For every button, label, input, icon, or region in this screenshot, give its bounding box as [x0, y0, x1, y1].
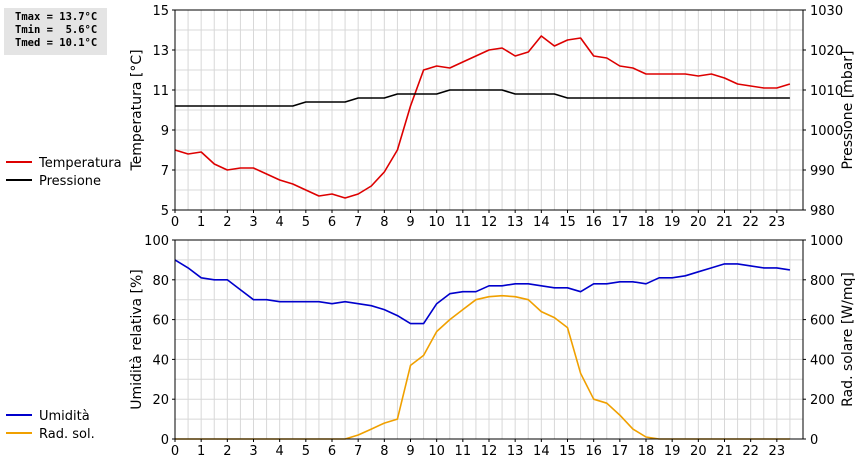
series-line-umidit: [174, 259, 791, 325]
x-tick-label: 23: [769, 444, 786, 459]
y-left-tick-label: 60: [152, 314, 169, 329]
y-right-tick-label: 600: [810, 314, 835, 329]
legend-label: Pressione: [39, 174, 101, 189]
x-tick-label: 2: [223, 444, 231, 459]
x-tick-label: 22: [742, 215, 759, 230]
x-tick-label: 9: [406, 215, 414, 230]
y-right-axis-title: Pressione [mbar]: [840, 50, 856, 169]
x-tick-label: 11: [455, 215, 472, 230]
y-right-tick-label: 1020: [810, 44, 843, 59]
x-tick-label: 7: [354, 444, 362, 459]
legend: Umidità Rad. sol.: [6, 409, 95, 442]
x-tick-label: 13: [507, 444, 524, 459]
x-tick-label: 2: [223, 215, 231, 230]
x-tick-label: 5: [302, 215, 310, 230]
y-left-tick-label: 80: [152, 274, 169, 289]
x-tick-label: 5: [302, 444, 310, 459]
legend: Temperatura Pressione: [6, 156, 122, 189]
y-left-tick-label: 15: [152, 4, 169, 19]
series-line-temperatura: [174, 35, 791, 199]
x-tick-label: 17: [612, 215, 629, 230]
x-tick-label: 0: [171, 444, 179, 459]
y-right-tick-label: 1000: [810, 124, 843, 139]
grid: [175, 240, 803, 439]
stat-tmax: Tmax = 13.7°C: [15, 11, 98, 23]
y-left-tick-label: 7: [161, 164, 169, 179]
x-tick-label: 1: [197, 444, 205, 459]
x-tick-label: 18: [638, 444, 655, 459]
x-tick-label: 1: [197, 215, 205, 230]
y-left-tick-label: 9: [161, 124, 169, 139]
y-left-tick-label: 0: [161, 433, 169, 448]
y-left-tick-label: 11: [152, 84, 169, 99]
y-left-axis-title: Temperatura [°C]: [129, 49, 145, 171]
y-left-tick-label: 40: [152, 353, 169, 368]
x-tick-label: 9: [406, 444, 414, 459]
y-right-tick-label: 800: [810, 274, 835, 289]
x-tick-label: 3: [249, 444, 257, 459]
x-tick-label: 23: [769, 215, 786, 230]
chart-panel-1: 0 1 2 3 4 5 6 7 8 9 10 11 12 13 14 15 16 17 18 19 20 21 22 2357…: [6, 4, 856, 230]
y-right-tick-label: 1030: [810, 4, 843, 19]
y-left-tick-label: 20: [152, 393, 169, 408]
x-tick-label: 21: [716, 215, 733, 230]
x-tick-label: 0: [171, 215, 179, 230]
x-tick-label: 8: [380, 215, 388, 230]
x-tick-label: 8: [380, 444, 388, 459]
y-right-tick-label: 1000: [810, 234, 843, 249]
x-tick-label: 21: [716, 444, 733, 459]
x-tick-label: 19: [664, 215, 681, 230]
y-left-axis-title: Umidità relativa [%]: [129, 269, 145, 410]
legend-label: Rad. sol.: [39, 427, 95, 442]
x-tick-label: 20: [690, 215, 707, 230]
x-tick-label: 13: [507, 215, 524, 230]
y-left-tick-label: 100: [144, 234, 169, 249]
x-tick-label: 11: [455, 444, 472, 459]
x-tick-label: 4: [276, 444, 284, 459]
x-tick-label: 12: [481, 444, 498, 459]
legend-label: Umidità: [39, 409, 90, 424]
y-right-tick-label: 990: [810, 164, 835, 179]
x-tick-label: 20: [690, 444, 707, 459]
x-tick-label: 3: [249, 215, 257, 230]
stats-box: Tmax = 13.7°C Tmin = 5.6°C Tmed = 10.1°C: [4, 8, 107, 55]
x-tick-label: 6: [328, 215, 336, 230]
y-right-tick-label: 1010: [810, 84, 843, 99]
y-right-tick-label: 980: [810, 204, 835, 219]
x-tick-label: 16: [585, 444, 602, 459]
x-tick-label: 7: [354, 215, 362, 230]
x-tick-label: 12: [481, 215, 498, 230]
x-tick-label: 19: [664, 444, 681, 459]
x-tick-label: 14: [533, 444, 550, 459]
y-right-tick-label: 400: [810, 353, 835, 368]
grid: [175, 10, 803, 210]
stat-tmed: Tmed = 10.1°C: [15, 37, 98, 49]
chart-panel-2: 0 1 2 3 4 5 6 7 8 9 10 11 12 13 14 15 16 17 18 19 20 21 22 2302…: [6, 234, 856, 459]
x-tick-label: 4: [276, 215, 284, 230]
series-line-rad-sol: [175, 294, 790, 440]
x-tick-label: 22: [742, 444, 759, 459]
stat-tmin: Tmin = 5.6°C: [15, 24, 98, 36]
x-tick-label: 18: [638, 215, 655, 230]
y-left-tick-label: 13: [152, 44, 169, 59]
x-tick-label: 10: [428, 444, 445, 459]
y-left-tick-label: 5: [161, 204, 169, 219]
x-tick-label: 14: [533, 215, 550, 230]
x-tick-label: 15: [559, 444, 576, 459]
series-line-pressione: [175, 89, 790, 107]
x-tick-label: 6: [328, 444, 336, 459]
legend-label: Temperatura: [38, 156, 122, 171]
x-tick-label: 17: [612, 444, 629, 459]
y-right-tick-label: 200: [810, 393, 835, 408]
x-tick-label: 16: [585, 215, 602, 230]
x-tick-label: 10: [428, 215, 445, 230]
x-tick-label: 15: [559, 215, 576, 230]
y-right-tick-label: 0: [810, 433, 818, 448]
y-right-axis-title: Rad. solare [W/mq]: [840, 272, 856, 407]
